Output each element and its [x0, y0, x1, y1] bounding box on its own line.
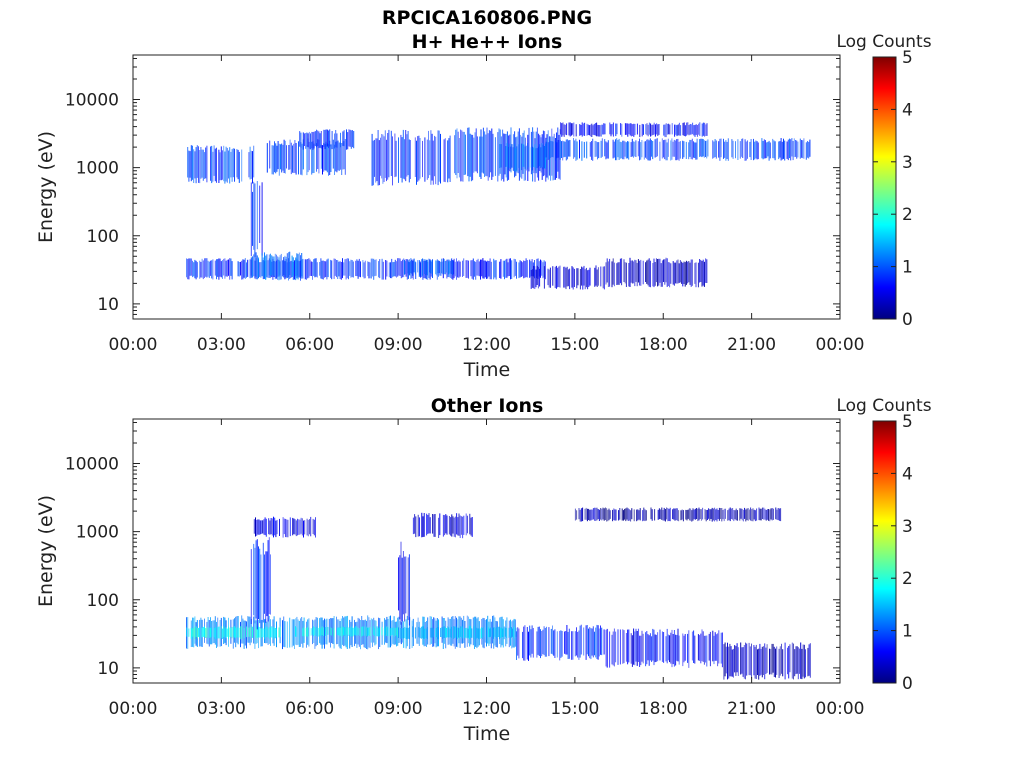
colorbar-tick-label: 3 — [902, 517, 913, 537]
spectrogram-band — [250, 251, 303, 281]
colorbar-label: Log Counts — [836, 396, 931, 416]
spectrogram-band — [574, 507, 782, 522]
spectrogram-band — [404, 258, 455, 276]
y-axis-label: Energy (eV) — [35, 131, 57, 243]
x-tick-label: 09:00 — [374, 335, 423, 355]
x-tick-label: 12:00 — [462, 699, 511, 719]
y-axis-label: Energy (eV) — [35, 495, 57, 607]
spectrogram-band — [605, 628, 723, 668]
colorbar-tick-label: 3 — [902, 153, 913, 173]
spectrogram-band — [186, 258, 546, 280]
spectrogram-band — [295, 626, 398, 637]
x-tick-label: 03:00 — [197, 335, 246, 355]
x-tick-label: 03:00 — [197, 699, 246, 719]
colorbar-tick-label: 0 — [902, 310, 913, 330]
y-tick-label: 10000 — [65, 91, 119, 111]
colorbar-ticks: 0 1 2 3 4 5 — [873, 412, 913, 694]
panel-h-he-ions: H+ He++ Ions 00:00 03:00 06:00 09:00 12:00 15… — [35, 31, 932, 381]
x-tick-label: 18:00 — [639, 699, 688, 719]
spectrogram-band — [250, 537, 271, 630]
spectrogram-band — [266, 138, 346, 176]
y-tick-label: 10 — [97, 295, 119, 315]
spectrogram-band — [412, 512, 473, 539]
y-tick-label: 100 — [87, 227, 119, 247]
x-tick-label: 06:00 — [285, 335, 334, 355]
spectrogram-band — [723, 642, 811, 680]
x-tick-label: 00:00 — [109, 335, 158, 355]
x-tick-label: 21:00 — [727, 335, 776, 355]
colorbar-label: Log Counts — [836, 32, 931, 52]
spectrogram-band — [560, 122, 708, 138]
spectrogram-band — [186, 626, 281, 640]
x-axis: 00:00 03:00 06:00 09:00 12:00 15:00 18:00 21:00… — [109, 419, 865, 719]
x-tick-label: 09:00 — [374, 699, 423, 719]
x-tick-label: 12:00 — [462, 335, 511, 355]
y-axis: 10 100 1000 10000 — [65, 57, 840, 320]
colorbar-ticks: 0 1 2 3 4 5 — [873, 48, 913, 330]
x-tick-label: 21:00 — [727, 699, 776, 719]
spectrogram-band — [398, 541, 410, 626]
spectrogram-band — [516, 624, 605, 661]
x-axis: 00:00 03:00 06:00 09:00 12:00 15:00 18:00 21:00… — [109, 55, 865, 355]
colorbar-tick-label: 2 — [902, 205, 913, 225]
x-axis-label: Time — [463, 359, 511, 381]
x-tick-label: 06:00 — [285, 699, 334, 719]
x-tick-label: 15:00 — [550, 335, 599, 355]
y-tick-label: 1000 — [76, 523, 119, 543]
y-tick-label: 100 — [87, 591, 119, 611]
spectrogram-band — [499, 143, 547, 172]
colorbar — [872, 56, 897, 320]
spectrogram-band — [371, 129, 451, 186]
x-tick-label: 00:00 — [816, 699, 865, 719]
spectrogram-band — [605, 257, 708, 288]
spectrogram-plot — [186, 122, 811, 290]
spectrogram-band — [545, 138, 811, 161]
colorbar-tick-label: 5 — [902, 412, 913, 432]
colorbar-tick-label: 4 — [902, 100, 913, 120]
colorbar-tick-label: 1 — [902, 258, 913, 278]
colorbar-tick-label: 1 — [902, 622, 913, 642]
spectrogram-band — [250, 181, 263, 258]
spectrogram-band — [187, 145, 255, 184]
colorbar-tick-label: 5 — [902, 48, 913, 68]
panel-other-ions: Other Ions 00:00 03:00 06:00 09:00 12:00 15:0… — [35, 395, 932, 745]
y-tick-label: 1000 — [76, 159, 119, 179]
y-tick-label: 10 — [97, 659, 119, 679]
colorbar — [872, 420, 897, 684]
x-tick-label: 18:00 — [639, 335, 688, 355]
plot-frame — [132, 54, 841, 320]
panel-title: H+ He++ Ions — [412, 31, 563, 53]
spectrogram-band — [253, 516, 316, 538]
x-tick-label: 00:00 — [109, 699, 158, 719]
y-axis: 10 100 1000 10000 — [65, 421, 840, 684]
y-tick-label: 10000 — [65, 455, 119, 475]
x-tick-label: 00:00 — [816, 335, 865, 355]
spectrogram-band — [299, 129, 355, 150]
spectrogram-plot — [186, 507, 811, 680]
x-axis-label: Time — [463, 723, 511, 745]
x-tick-label: 15:00 — [550, 699, 599, 719]
colorbar-tick-label: 4 — [902, 464, 913, 484]
spectrogram-band — [398, 626, 517, 640]
panel-title: Other Ions — [431, 395, 544, 417]
figure-title: RPCICA160806.PNG — [382, 7, 592, 29]
spectrogram-band — [530, 265, 605, 290]
colorbar-tick-label: 0 — [902, 674, 913, 694]
colorbar-tick-label: 2 — [902, 569, 913, 589]
